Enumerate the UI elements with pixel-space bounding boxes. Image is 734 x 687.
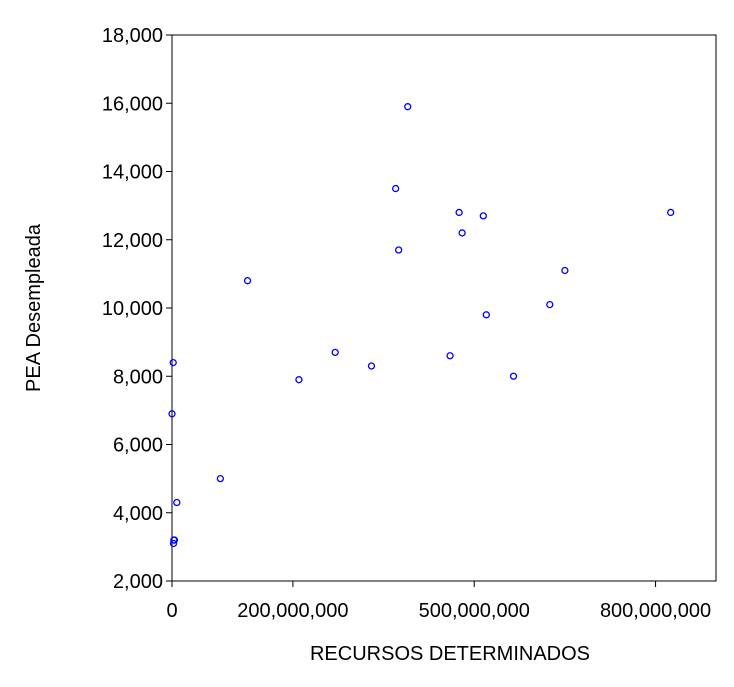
data-point <box>169 539 178 548</box>
x-tick-label: 500,000,000 <box>419 600 530 622</box>
data-point <box>561 266 569 275</box>
data-point <box>509 372 518 380</box>
data-point <box>367 362 376 370</box>
x-axis-label: RECURSOS DETERMINADOS <box>310 643 590 665</box>
data-point <box>170 536 179 544</box>
data-point <box>243 277 252 285</box>
data-points <box>168 103 675 548</box>
data-point <box>667 208 675 217</box>
y-tick-label: 18,000 <box>102 25 163 47</box>
data-point <box>331 348 339 357</box>
data-point <box>546 300 554 309</box>
y-tick-label: 2,000 <box>113 571 163 593</box>
data-point <box>458 229 466 237</box>
data-point <box>216 474 225 483</box>
data-point <box>169 358 177 367</box>
y-tick-label: 16,000 <box>102 93 163 115</box>
data-point <box>446 352 454 360</box>
data-point <box>391 184 400 193</box>
plot-frame <box>171 34 717 582</box>
data-point <box>395 246 403 254</box>
y-tick-label: 10,000 <box>102 298 163 320</box>
data-point <box>173 498 181 507</box>
x-tick-label: 200,000,000 <box>237 600 348 622</box>
y-axis-ticks: 2,000 4,000 6,000 8,000 10,000 12,000 14,000 16… <box>102 25 172 593</box>
data-point <box>479 212 487 220</box>
y-tick-label: 8,000 <box>113 366 163 388</box>
x-tick-label: 0 <box>166 600 177 622</box>
y-axis-label: PEA Desempleada <box>23 223 45 392</box>
y-tick-label: 14,000 <box>102 162 163 184</box>
y-tick-label: 12,000 <box>102 230 163 252</box>
data-point <box>482 311 490 319</box>
data-point <box>295 376 303 384</box>
x-axis-ticks: 0 200,000,000 500,000,000 800,000,000 <box>166 581 711 622</box>
x-tick-label: 800,000,000 <box>600 600 711 622</box>
data-point <box>404 103 412 111</box>
data-point <box>455 208 463 217</box>
y-tick-label: 4,000 <box>113 503 163 525</box>
y-tick-label: 6,000 <box>113 435 163 457</box>
data-point <box>168 410 176 418</box>
